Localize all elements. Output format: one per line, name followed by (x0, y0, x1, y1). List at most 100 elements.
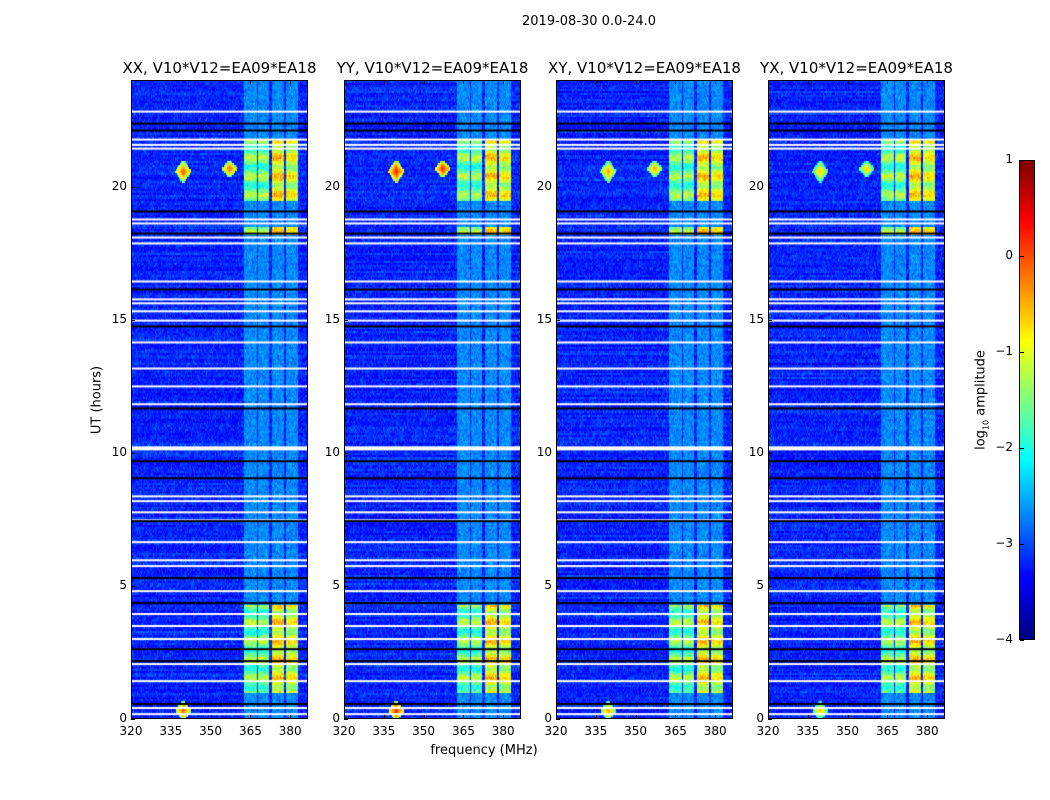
y-tick-mark (768, 186, 772, 188)
y-tick-mark (131, 319, 135, 321)
x-tick-mark (463, 715, 465, 719)
colorbar-tick-label: 1 (1005, 152, 1013, 166)
y-tick-mark (131, 719, 135, 720)
y-tick-mark (131, 452, 135, 454)
x-tick-label: 320 (756, 724, 780, 738)
x-tick-mark (927, 80, 929, 84)
panel-title: XY, V10*V12=EA09*EA18 (548, 59, 741, 77)
heatmap-image (769, 81, 944, 718)
heatmap-image (132, 81, 307, 718)
x-tick-mark (556, 80, 557, 84)
x-axis-label: frequency (MHz) (430, 743, 538, 758)
y-tick-mark (556, 452, 560, 454)
x-tick-mark (170, 715, 172, 719)
y-tick-label: 15 (324, 311, 340, 326)
x-tick-mark (383, 80, 385, 84)
y-tick-label: 15 (536, 311, 552, 326)
y-tick-label: 0 (332, 711, 340, 725)
colorbar-tick-label: −4 (995, 632, 1013, 646)
x-tick-label: 335 (796, 724, 820, 738)
x-tick-mark (715, 80, 717, 84)
x-tick-label: 365 (451, 724, 475, 738)
panel-title: YX, V10*V12=EA09*EA18 (760, 59, 953, 77)
y-tick-label: 0 (544, 711, 552, 725)
x-tick-label: 380 (915, 724, 939, 738)
colorbar-tick-mark (1020, 640, 1024, 641)
heatmap-panel-3 (556, 80, 733, 719)
x-tick-mark (595, 80, 597, 84)
y-tick-mark (131, 186, 135, 188)
colorbar-tick-mark (1020, 256, 1024, 257)
x-tick-mark (927, 715, 929, 719)
y-tick-mark (556, 719, 560, 720)
y-tick-label: 5 (332, 577, 340, 592)
x-tick-mark (715, 715, 717, 719)
x-tick-mark (503, 80, 505, 84)
x-tick-mark (847, 715, 849, 719)
colorbar-tick-mark (1020, 160, 1024, 161)
colorbar-tick-label: 0 (1005, 248, 1013, 262)
x-tick-label: 365 (238, 724, 262, 738)
y-tick-label: 15 (111, 311, 127, 326)
x-tick-mark (675, 80, 677, 84)
colorbar-tick-mark (1020, 448, 1024, 449)
y-tick-label: 20 (748, 178, 764, 193)
x-tick-mark (635, 80, 637, 84)
panel-title: XX, V10*V12=EA09*EA18 (122, 59, 317, 77)
y-tick-mark (344, 585, 348, 587)
heatmap-image (557, 81, 732, 718)
y-axis-label: UT (hours) (89, 365, 105, 435)
x-tick-label: 380 (491, 724, 515, 738)
x-tick-label: 365 (875, 724, 899, 738)
panel-title: YY, V10*V12=EA09*EA18 (336, 59, 529, 77)
x-tick-mark (423, 715, 425, 719)
heatmap-panel-2 (344, 80, 521, 719)
x-tick-mark (595, 715, 597, 719)
colorbar-tick-mark (1020, 352, 1024, 353)
x-tick-label: 350 (836, 724, 860, 738)
x-tick-mark (250, 80, 252, 84)
y-tick-mark (131, 585, 135, 587)
x-tick-mark (768, 80, 769, 84)
x-tick-label: 335 (372, 724, 396, 738)
x-tick-label: 320 (544, 724, 568, 738)
colorbar (1019, 160, 1035, 640)
y-tick-label: 10 (324, 444, 340, 459)
x-tick-mark (556, 715, 557, 719)
colorbar-label-rest: amplitude (973, 350, 989, 420)
heatmap-image (345, 81, 520, 718)
y-tick-mark (556, 585, 560, 587)
y-tick-label: 20 (111, 178, 127, 193)
x-tick-mark (768, 715, 769, 719)
x-tick-mark (250, 715, 252, 719)
y-tick-label: 20 (324, 178, 340, 193)
y-tick-label: 5 (756, 577, 764, 592)
x-tick-label: 350 (412, 724, 436, 738)
x-tick-mark (635, 715, 637, 719)
x-tick-mark (344, 715, 345, 719)
x-tick-mark (210, 715, 212, 719)
x-tick-mark (847, 80, 849, 84)
x-tick-mark (503, 715, 505, 719)
colorbar-tick-label: −3 (995, 536, 1013, 550)
y-tick-mark (344, 319, 348, 321)
colorbar-tick-label: −2 (995, 440, 1013, 454)
y-tick-label: 0 (119, 711, 127, 725)
y-tick-mark (556, 319, 560, 321)
y-tick-mark (768, 719, 772, 720)
colorbar-label: log10 amplitude (974, 350, 991, 450)
x-tick-mark (210, 80, 212, 84)
y-tick-mark (344, 452, 348, 454)
x-tick-label: 335 (159, 724, 183, 738)
y-tick-mark (556, 186, 560, 188)
x-tick-mark (383, 715, 385, 719)
y-tick-label: 10 (536, 444, 552, 459)
x-tick-label: 335 (584, 724, 608, 738)
y-tick-mark (344, 719, 348, 720)
y-tick-mark (344, 186, 348, 188)
x-tick-label: 380 (703, 724, 727, 738)
x-tick-mark (463, 80, 465, 84)
x-tick-mark (344, 80, 345, 84)
figure-title: 2019-08-30 0.0-24.0 (522, 14, 656, 29)
